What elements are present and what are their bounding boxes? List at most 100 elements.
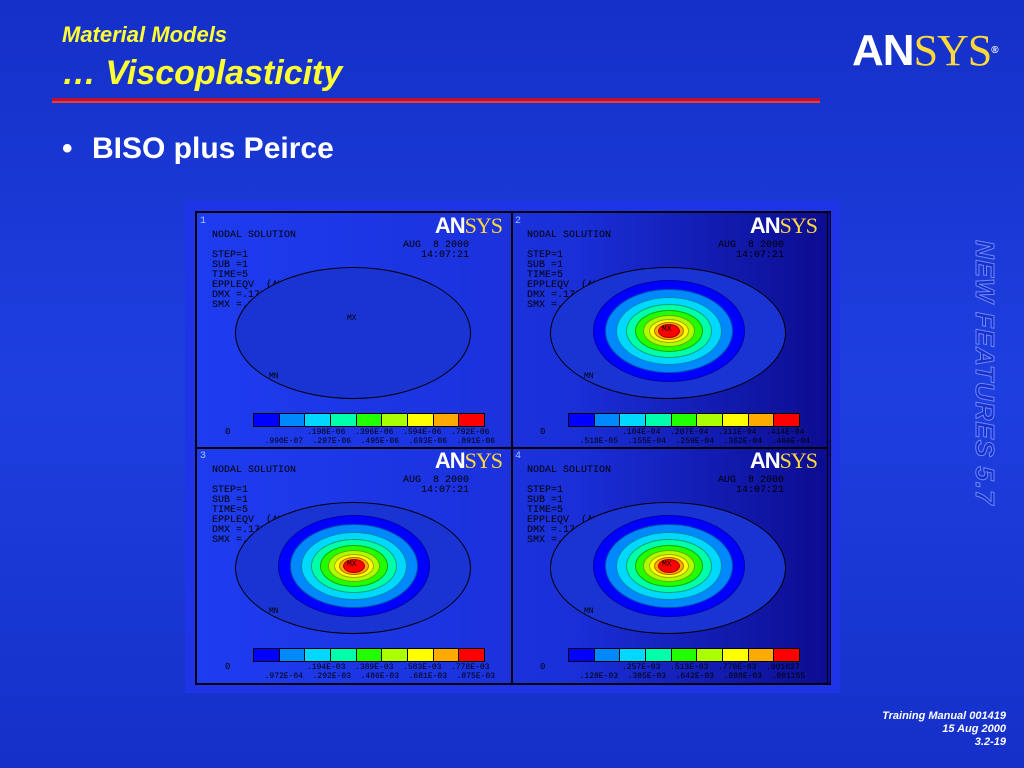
footer-page-number: 3.2-19 [974, 736, 1006, 748]
bullet-text: BISO plus Peirce [92, 132, 334, 165]
legend-swatch [774, 649, 800, 661]
max-marker: MX [662, 325, 672, 334]
legend-swatch [331, 414, 357, 426]
legend-swatch [382, 414, 409, 426]
legend-swatch [433, 414, 460, 426]
slide-title-small: Material Models [62, 22, 228, 47]
contour-band [658, 324, 680, 338]
legend-labels-top: .104E-04 .207E-04 .311E-04 .414E-04 [598, 428, 805, 437]
min-marker: MN [584, 607, 594, 616]
plot-date-time: AUG 8 2000 14:07:21 [403, 475, 470, 496]
plot-date-time: AUG 8 2000 14:07:21 [718, 240, 785, 261]
plot-logo-sys: SYS [779, 448, 818, 473]
legend-swatch [331, 649, 357, 661]
plot-ellipse-model [550, 267, 786, 399]
plot-logo-an: AN [434, 213, 466, 238]
plot-ellipse-model [550, 502, 786, 634]
legend-swatch [279, 414, 306, 426]
legend-swatch [697, 649, 724, 661]
contour-legend-bar [568, 648, 800, 662]
legend-swatch [356, 649, 383, 661]
contour-legend-bar [253, 648, 485, 662]
plot-ansys-logo: ANSYS [749, 448, 818, 474]
footer: Training Manual 001419 15 Aug 2000 3.2-1… [882, 710, 1006, 749]
plot-logo-an: AN [749, 448, 781, 473]
footer-date: 15 Aug 2000 [942, 723, 1006, 735]
plot-date-time: AUG 8 2000 14:07:21 [718, 475, 785, 496]
legend-swatch [254, 649, 280, 661]
min-marker: MN [269, 372, 279, 381]
title-rule-divider [52, 98, 820, 103]
legend-swatch [723, 414, 749, 426]
legend-swatch [254, 414, 280, 426]
legend-swatch [459, 414, 485, 426]
min-marker: MN [269, 607, 279, 616]
side-banner-new-features: NEW FEATURES 5.7 [970, 240, 1001, 506]
legend-swatch [594, 649, 621, 661]
legend-swatch [433, 649, 460, 661]
slide-title-large: … Viscoplasticity [62, 54, 343, 92]
plot-logo-an: AN [749, 213, 781, 238]
plot-logo-an: AN [434, 448, 466, 473]
legend-swatch [408, 649, 434, 661]
legend-swatch [620, 649, 647, 661]
legend-swatch [305, 414, 332, 426]
legend-zero-label: 0 [225, 427, 231, 437]
legend-swatch [459, 649, 485, 661]
min-marker: MN [584, 372, 594, 381]
legend-swatch [594, 414, 621, 426]
plot-logo-sys: SYS [779, 213, 818, 238]
legend-swatch [697, 414, 724, 426]
plot-date-time: AUG 8 2000 14:07:21 [403, 240, 470, 261]
logo-sys-text: SYS [913, 26, 993, 75]
bullet-item: • BISO plus Peirce [62, 132, 334, 166]
legend-labels-top: .194E-03 .389E-03 .583E-03 .778E-03 [283, 663, 490, 672]
contour-plot-1: 1 ANSYS NODAL SOLUTION STEP=1 SUB =1 TIME=… [196, 212, 513, 449]
legend-swatch [748, 649, 775, 661]
legend-zero-label: 0 [540, 662, 546, 672]
contour-legend-bar [253, 413, 485, 427]
legend-swatch [646, 414, 672, 426]
contour-legend-bar [568, 413, 800, 427]
legend-swatch [279, 649, 306, 661]
plot-number: 4 [515, 451, 522, 462]
legend-swatch [382, 649, 409, 661]
contour-band [343, 559, 365, 573]
plot-ellipse-model [235, 267, 471, 399]
legend-labels-bottom: .128E-03 .385E-03 .642E-03 .898E-03 .001… [570, 672, 806, 681]
contour-plot-2: 2 ANSYS NODAL SOLUTION STEP=1 SUB =1 TIME=… [511, 212, 828, 449]
legend-labels-bottom: .990E-07 .297E-06 .495E-06 .693E-06 .891… [255, 437, 496, 446]
legend-swatch [646, 649, 672, 661]
footer-training-manual: Training Manual 001419 [882, 710, 1006, 722]
max-marker: MX [662, 560, 672, 569]
plot-ansys-logo: ANSYS [434, 448, 503, 474]
logo-an-text: AN [852, 26, 915, 75]
plot-number: 3 [200, 451, 207, 462]
legend-swatch [408, 414, 434, 426]
figure-canvas: 1 ANSYS NODAL SOLUTION STEP=1 SUB =1 TIME=… [195, 211, 831, 685]
legend-labels-bottom: .972E-04 .292E-03 .486E-03 .681E-03 .875… [255, 672, 496, 681]
legend-swatch [305, 649, 332, 661]
contour-band [658, 559, 680, 573]
legend-swatch [620, 414, 647, 426]
plot-ansys-logo: ANSYS [749, 213, 818, 239]
plot-number: 2 [515, 216, 522, 227]
contour-plot-4: 4 ANSYS NODAL SOLUTION STEP=1 SUB =1 TIME=… [511, 447, 828, 684]
plot-ellipse-model [235, 502, 471, 634]
legend-swatch [774, 414, 800, 426]
plot-ansys-logo: ANSYS [434, 213, 503, 239]
legend-swatch [356, 414, 383, 426]
plot-logo-sys: SYS [464, 448, 503, 473]
plot-number: 1 [200, 216, 207, 227]
legend-swatch [748, 414, 775, 426]
bullet-marker: • [62, 132, 73, 165]
legend-labels-top: .198E-06 .396E-06 .594E-06 .792E-06 [283, 428, 490, 437]
legend-labels-top: .257E-03 .513E-03 .770E-03 .001027 [598, 663, 800, 672]
legend-zero-label: 0 [225, 662, 231, 672]
logo-registered-mark: ® [991, 45, 998, 56]
legend-swatch [671, 649, 698, 661]
legend-swatch [569, 414, 595, 426]
legend-zero-label: 0 [540, 427, 546, 437]
plot-logo-sys: SYS [464, 213, 503, 238]
legend-swatch [723, 649, 749, 661]
